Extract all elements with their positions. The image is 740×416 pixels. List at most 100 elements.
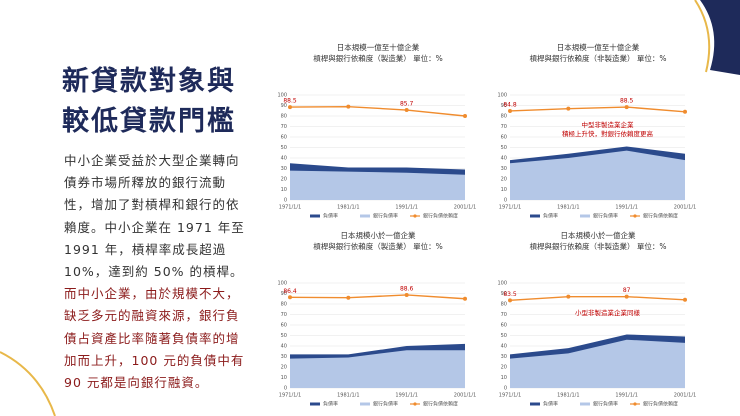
y-tick-label: 50 — [281, 145, 287, 151]
y-tick-label: 80 — [501, 302, 507, 308]
x-tick-label: 1981/1/1 — [337, 205, 359, 211]
legend-label: 銀行負債率 — [593, 401, 618, 408]
y-tick-label: 100 — [497, 281, 507, 287]
x-tick-label: 2001/1/1 — [454, 393, 476, 399]
corner-stroke — [694, 0, 711, 73]
y-tick-label: 60 — [281, 135, 287, 141]
chart-title: 槓桿與銀行依賴度（非製造業） 單位：% — [529, 53, 666, 63]
y-tick-label: 100 — [277, 93, 287, 99]
annotation: 中型非製造業企業 — [582, 120, 635, 129]
legend-label: 銀行負債依賴度 — [423, 401, 458, 408]
legend-swatch — [633, 402, 637, 406]
x-tick-label: 1991/1/1 — [395, 205, 417, 211]
value-label: 88.5 — [283, 98, 297, 105]
value-label: 84.8 — [503, 101, 517, 108]
y-tick-label: 50 — [501, 145, 507, 151]
x-tick-label: 1981/1/1 — [557, 393, 579, 399]
area — [510, 339, 685, 388]
y-tick-label: 30 — [281, 166, 287, 172]
annotation: 積極上升快，對銀行依賴度更高 — [562, 129, 654, 138]
y-tick-label: 0 — [504, 198, 507, 204]
area — [290, 350, 465, 388]
chart-title: 槓桿與銀行依賴度（製造業） 單位：% — [313, 53, 443, 63]
y-tick-label: 70 — [501, 312, 507, 318]
y-tick-label: 0 — [284, 198, 287, 204]
y-tick-label: 50 — [501, 333, 507, 339]
legend-label: 銀行負債依賴度 — [423, 213, 458, 220]
x-tick-label: 2001/1/1 — [674, 393, 696, 399]
line-marker — [508, 108, 512, 113]
line-marker — [346, 295, 351, 300]
line-marker — [463, 296, 467, 301]
y-tick-label: 90 — [281, 103, 287, 109]
line-marker — [288, 295, 292, 300]
y-tick-label: 10 — [281, 375, 287, 381]
y-tick-label: 20 — [281, 365, 287, 371]
body-text: 中小企業受益於大型企業轉向債券市場所釋放的銀行流動性，增加了對槓桿和銀行的依賴度… — [64, 150, 248, 394]
legend-swatch — [580, 214, 590, 218]
y-tick-label: 30 — [281, 354, 287, 360]
area — [510, 150, 685, 200]
chart-title: 日本規模小於一億企業 — [341, 230, 416, 240]
line — [289, 294, 466, 300]
title-line: 較低貸款門檻 — [62, 106, 236, 137]
y-tick-label: 20 — [501, 365, 507, 371]
y-tick-label: 10 — [501, 187, 507, 193]
line-marker — [566, 106, 571, 111]
corner-shape — [700, 0, 740, 75]
line — [509, 106, 686, 113]
value-label: 83.5 — [503, 291, 517, 298]
y-tick-label: 30 — [501, 354, 507, 360]
chart-title: 日本規模一億至十億企業 — [557, 42, 640, 52]
legend-swatch — [530, 402, 540, 406]
legend-swatch — [413, 214, 417, 218]
line-marker — [463, 114, 467, 118]
legend-swatch — [530, 214, 540, 218]
value-label: 86.4 — [283, 288, 297, 295]
line-marker — [683, 297, 687, 302]
y-tick-label: 60 — [501, 135, 507, 141]
legend-swatch — [413, 402, 417, 406]
x-tick-label: 1971/1/1 — [499, 393, 521, 399]
body-normal: 中小企業受益於大型企業轉向債券市場所釋放的銀行流動性，增加了對槓桿和銀行的依賴度… — [64, 153, 245, 280]
chart-title: 槓桿與銀行依賴度（製造業） 單位：% — [313, 241, 443, 251]
y-tick-label: 40 — [281, 156, 287, 162]
x-tick-label: 1991/1/1 — [615, 393, 637, 399]
y-tick-label: 70 — [281, 124, 287, 130]
legend-swatch — [633, 214, 637, 218]
y-tick-label: 70 — [501, 124, 507, 130]
y-tick-label: 90 — [501, 103, 507, 109]
chart-title: 日本規模小於一億企業 — [561, 230, 636, 240]
legend-label: 銀行負債依賴度 — [643, 213, 678, 220]
line-marker — [624, 294, 629, 299]
value-label: 85.7 — [400, 101, 414, 108]
x-tick-label: 1971/1/1 — [279, 393, 301, 399]
legend-label: 負債率 — [323, 401, 338, 408]
x-tick-label: 2001/1/1 — [454, 205, 476, 211]
legend-swatch — [310, 214, 320, 218]
legend-swatch — [360, 214, 370, 218]
y-tick-label: 10 — [281, 187, 287, 193]
line-marker — [288, 105, 292, 110]
legend-swatch — [310, 402, 320, 406]
legend-label: 銀行負債率 — [593, 213, 618, 220]
y-tick-label: 50 — [281, 333, 287, 339]
y-tick-label: 0 — [504, 386, 507, 392]
corner-stroke — [0, 351, 56, 416]
line-marker — [566, 294, 571, 299]
x-tick-label: 1981/1/1 — [557, 205, 579, 211]
legend-label: 銀行負債率 — [373, 401, 398, 408]
legend-label: 負債率 — [543, 213, 558, 220]
y-tick-label: 100 — [497, 93, 507, 99]
y-tick-label: 10 — [501, 375, 507, 381]
value-label: 88.6 — [400, 285, 414, 292]
value-label: 87 — [623, 287, 631, 294]
slide-title: 新貸款對象與 較低貸款門檻 — [62, 62, 236, 142]
y-tick-label: 60 — [281, 323, 287, 329]
y-tick-label: 70 — [281, 312, 287, 318]
line-marker — [404, 108, 409, 113]
y-tick-label: 80 — [281, 114, 287, 120]
x-tick-label: 1991/1/1 — [395, 393, 417, 399]
x-tick-label: 1971/1/1 — [279, 205, 301, 211]
